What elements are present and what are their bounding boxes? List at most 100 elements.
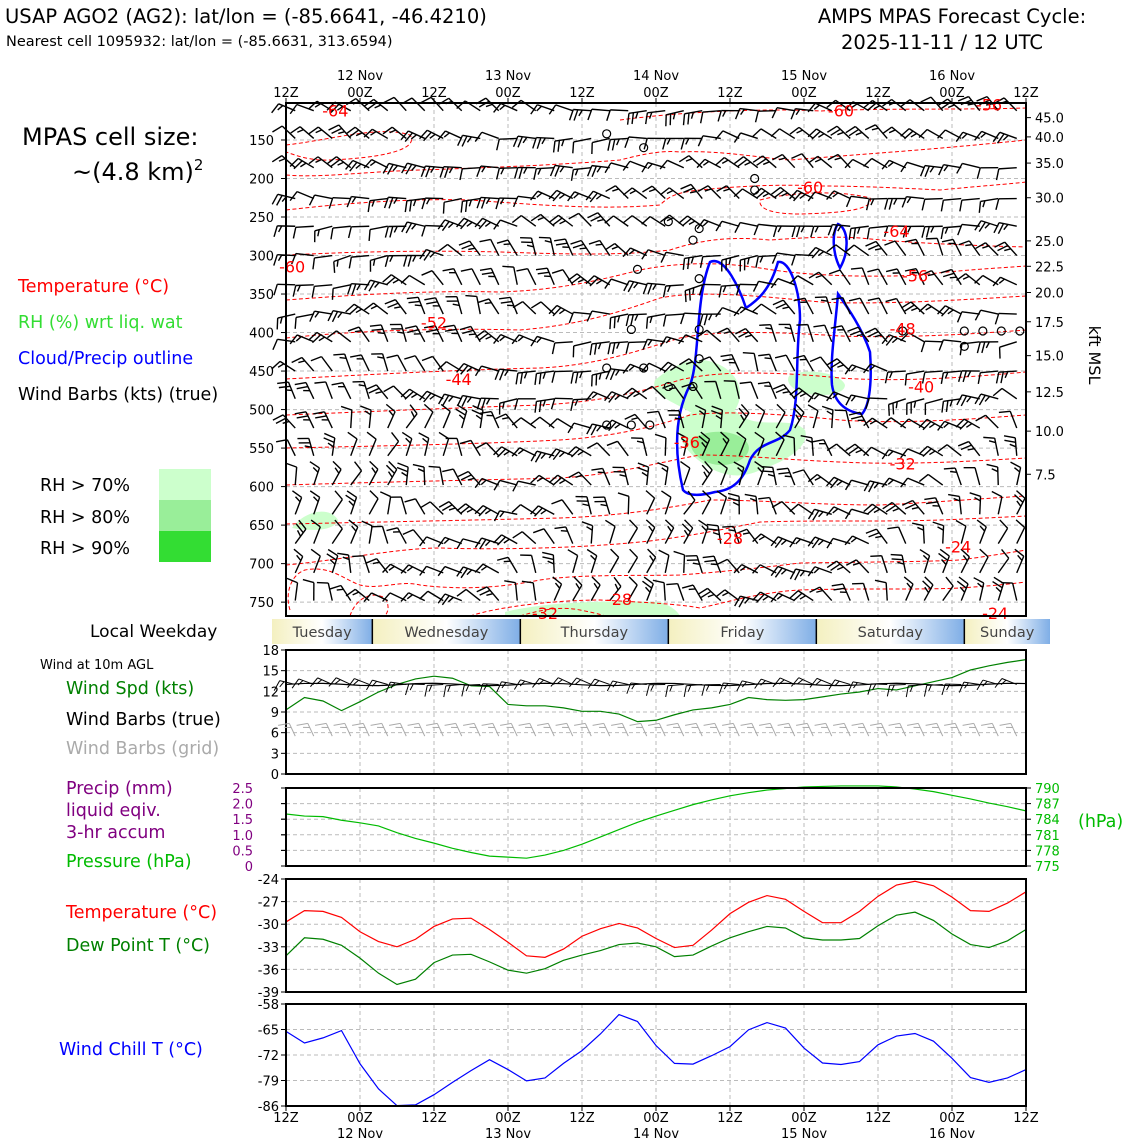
- barb-flag: [662, 315, 667, 327]
- wind-barb: [345, 490, 358, 515]
- barb-flag: [782, 390, 790, 394]
- barb-flag: [697, 587, 708, 596]
- wind-barb: [665, 110, 684, 127]
- barb-staff: [462, 394, 481, 400]
- barb-flag: [949, 399, 953, 407]
- wind-barb: [533, 167, 555, 180]
- barb-flag: [985, 341, 990, 349]
- barb-flag: [962, 722, 974, 726]
- barb-flag: [955, 519, 967, 527]
- barb-staff: [590, 525, 594, 544]
- barb-flag: [851, 103, 858, 109]
- barb-flag: [460, 219, 469, 230]
- barb-flag: [932, 726, 939, 729]
- barb-staff: [331, 469, 342, 486]
- barb-flag: [920, 340, 926, 353]
- barb-flag: [752, 281, 760, 292]
- barb-flag: [794, 569, 801, 581]
- barb-flag: [480, 479, 487, 486]
- barb-flag: [562, 726, 569, 729]
- barb-flag: [390, 431, 400, 442]
- temperature-label: -44: [446, 370, 472, 389]
- barb-staff: [979, 526, 987, 544]
- barb-flag: [446, 300, 459, 302]
- barb-flag: [809, 356, 821, 363]
- wind-barb: [771, 501, 796, 515]
- barb-staff: [1011, 582, 1018, 601]
- barb-flag: [530, 301, 542, 309]
- wind-barb: [637, 462, 650, 486]
- barb-flag: [715, 414, 722, 420]
- wind-barb: [943, 467, 962, 486]
- barb-flag: [772, 299, 784, 306]
- barb-staff: [426, 390, 444, 400]
- wind-barb: [744, 493, 759, 515]
- barb-flag: [631, 437, 643, 439]
- wind-barb: [548, 474, 574, 486]
- barb-flag: [512, 135, 519, 148]
- barb-staff: [906, 196, 925, 200]
- barb-flag: [876, 726, 884, 729]
- barb-flag: [400, 130, 409, 141]
- barb-staff: [894, 240, 907, 256]
- barb-flag: [372, 561, 380, 565]
- wind-barb: [530, 505, 555, 517]
- barb-flag: [770, 566, 779, 577]
- barb-staff: [677, 583, 685, 601]
- calm-marker: [750, 173, 760, 184]
- barb-flag: [839, 591, 847, 594]
- barb-flag: [456, 538, 464, 550]
- barb-flag: [681, 523, 691, 533]
- wind-barb: [938, 339, 962, 351]
- barb-flag: [774, 354, 787, 359]
- barb-flag: [978, 201, 982, 213]
- barb-flag: [850, 267, 863, 270]
- panel-tick-label: -72: [258, 1049, 279, 1064]
- barb-flag: [617, 492, 630, 498]
- barb-flag: [703, 722, 715, 726]
- wind-barb: [752, 155, 777, 169]
- barb-flag: [645, 684, 650, 696]
- wind-barb: [382, 274, 407, 286]
- barb-staff: [505, 413, 518, 429]
- wind-barb: [667, 409, 685, 429]
- barb-flag: [466, 569, 473, 576]
- barb-staff: [462, 197, 481, 202]
- barb-flag: [493, 510, 501, 522]
- wind-barb: [428, 465, 444, 486]
- barb-flag: [377, 332, 385, 335]
- weekday-label: Saturday: [858, 625, 924, 641]
- barb-staff: [768, 381, 777, 400]
- barb-flag: [926, 501, 938, 505]
- wind-barb: [480, 410, 500, 429]
- barb-flag: [814, 722, 826, 726]
- barb-flag: [309, 490, 321, 498]
- barb-flag: [404, 498, 416, 503]
- barb-staff: [908, 418, 925, 429]
- barb-staff: [862, 583, 870, 601]
- barb-flag: [777, 722, 789, 726]
- barb-flag: [887, 526, 899, 530]
- barb-staff: [602, 468, 611, 486]
- barb-staff: [702, 254, 721, 258]
- calm-marker: [694, 274, 704, 284]
- barb-flag: [685, 554, 697, 557]
- wind-barb: [622, 247, 648, 258]
- wind-barb: [994, 241, 1018, 256]
- barb-flag: [613, 316, 616, 329]
- barb-staff: [576, 677, 592, 685]
- barb-flag: [523, 371, 528, 379]
- wind-barb: [826, 506, 851, 517]
- wind-barb: [681, 584, 703, 601]
- wind-barb: [330, 225, 351, 240]
- barb-flag: [273, 680, 281, 691]
- barb-staff: [936, 238, 944, 256]
- barb-staff: [812, 410, 819, 429]
- barb-staff: [486, 586, 500, 602]
- barb-staff: [968, 240, 981, 256]
- wind-barb: [371, 353, 389, 372]
- barb-flag: [327, 548, 339, 557]
- barb-flag: [479, 267, 492, 271]
- temperature-label: -32: [532, 604, 558, 623]
